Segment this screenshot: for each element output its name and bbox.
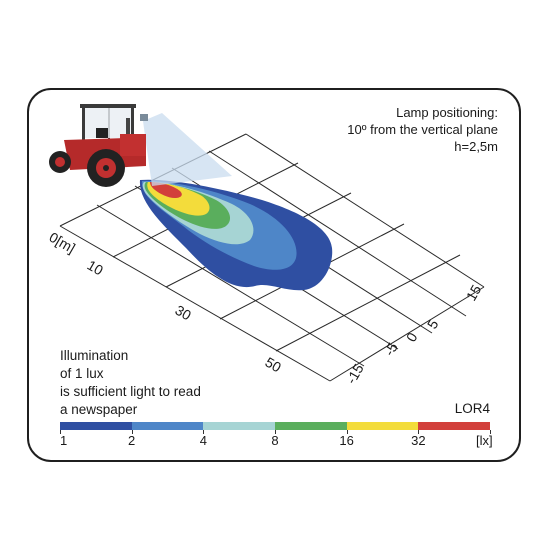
lux-scale-ticks: 1 2 4 8 16 32 [lx] bbox=[60, 430, 493, 448]
distance-label-10: 10 bbox=[85, 257, 107, 279]
scale-segment-5 bbox=[418, 422, 491, 430]
scale-tick-mark bbox=[203, 430, 205, 434]
scale-tick-mark bbox=[131, 430, 133, 434]
width-label-15: 15 bbox=[463, 282, 485, 304]
note-line2: of 1 lux bbox=[60, 366, 104, 381]
width-label-minus-15: -15 bbox=[343, 361, 367, 387]
scale-tick-mark bbox=[275, 430, 276, 434]
note-line1: Illumination bbox=[60, 348, 129, 363]
lamp-text-line1: Lamp positioning: bbox=[396, 105, 498, 120]
distance-label-50: 50 bbox=[263, 354, 285, 376]
light-beam bbox=[143, 113, 232, 186]
scale-segment-1 bbox=[131, 422, 204, 430]
scale-segment-0 bbox=[60, 422, 132, 430]
scale-tick-mark bbox=[60, 430, 61, 434]
width-label-minus-5: -5 bbox=[381, 340, 401, 359]
scale-tick-mark bbox=[490, 430, 491, 434]
note-line4: a newspaper bbox=[60, 402, 138, 417]
zone-32-lux bbox=[150, 182, 182, 198]
lamp-positioning-text: Lamp positioning: 10º from the vertical … bbox=[347, 104, 498, 155]
scale-tick-label: 4 bbox=[199, 433, 207, 448]
scale-tick-label: 1 bbox=[60, 433, 68, 448]
scale-tick-label: [lx] bbox=[476, 433, 493, 448]
lux-scale-bar bbox=[60, 422, 491, 430]
lamp-text-line3: h=2,5m bbox=[454, 139, 498, 154]
scale-segment-3 bbox=[275, 422, 347, 430]
tractor-icon bbox=[49, 104, 148, 187]
model-label: LOR4 bbox=[454, 401, 490, 416]
scale-segment-2 bbox=[203, 422, 276, 430]
distance-label-0: 0[m] bbox=[47, 229, 79, 256]
width-axis: 15 5 0 -5 -15 bbox=[343, 282, 485, 387]
scale-tick-mark bbox=[346, 430, 348, 434]
illumination-note: Illumination of 1 lux is sufficient ligh… bbox=[60, 347, 201, 419]
scale-tick-label: 16 bbox=[339, 433, 354, 448]
scale-tick-label: 32 bbox=[411, 433, 426, 448]
scale-tick-label: 2 bbox=[128, 433, 136, 448]
lamp-text-line2: 10º from the vertical plane bbox=[347, 122, 498, 137]
width-label-0: 0 bbox=[403, 330, 421, 345]
distance-label-30: 30 bbox=[173, 302, 195, 324]
note-line3: is sufficient light to read bbox=[60, 384, 201, 399]
scale-segment-4 bbox=[346, 422, 419, 430]
scale-tick-label: 8 bbox=[271, 433, 279, 448]
illumination-zones bbox=[139, 179, 333, 291]
scale-tick-mark bbox=[418, 430, 420, 434]
